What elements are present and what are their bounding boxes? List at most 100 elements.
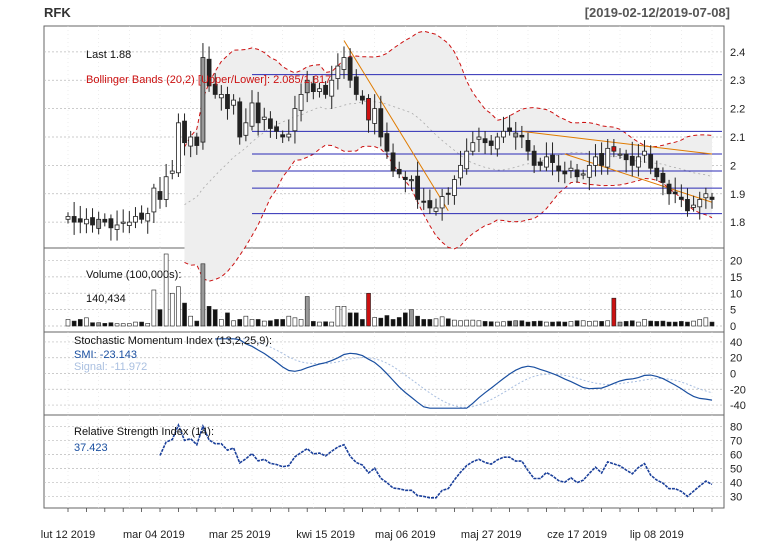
candle-body [378,108,384,138]
volume-bar [531,321,537,327]
volume-bar [102,323,108,327]
candle-body [445,192,451,195]
volume-bar [439,316,445,327]
volume-value: 140,434 [86,293,126,305]
candle-body [243,122,249,136]
candle-body [108,218,114,229]
volume-bar [231,320,236,327]
volume-bar [685,321,690,327]
volume-bar [317,321,322,327]
volume-bar [488,321,494,327]
trend-line [521,130,713,155]
bollinger-bands [184,30,713,282]
volume-bar [96,322,101,327]
candle-body [145,213,151,222]
candle-body [433,207,439,212]
volume-bar [433,318,439,327]
volume-bar [470,319,476,327]
volume-bar [274,319,279,327]
volume-bar [593,320,598,327]
volume-bar [225,312,230,327]
candle-body [335,65,341,79]
candle-body [317,88,322,92]
volume-bar [127,323,132,327]
candle-body [697,199,703,208]
candle-body [439,196,445,209]
candle-body [384,133,390,152]
x-tick-label: cze 17 2019 [547,529,607,541]
candle-body [451,179,457,196]
candle-body [366,98,371,121]
candle-body [642,150,647,156]
candle-body [169,170,175,174]
volume-bar [194,320,200,327]
volume-bar [335,306,341,327]
volume-bar [292,317,298,327]
volume-tick-label: 10 [730,288,742,300]
candle-body [280,134,286,138]
candle-body [267,118,273,129]
candle-body [513,132,519,138]
volume-bar [709,321,715,327]
candle-body [574,169,580,178]
volume-bar [562,321,568,327]
x-tick-label: lip 08 2019 [630,529,684,541]
candle-body [151,187,157,213]
candle-body [568,167,574,171]
volume-bar [476,320,482,327]
candle-body [163,176,169,200]
volume-bar [176,286,181,327]
volume-bar [617,321,623,327]
x-tick-label: lut 12 2019 [41,529,95,541]
candle-body [139,212,145,220]
candle-body [494,136,500,150]
volume-bar [280,319,285,327]
x-tick-label: maj 06 2019 [375,529,436,541]
candle-body [660,172,666,183]
candle-body [347,57,353,81]
volume-bar [513,320,519,327]
rsi-line [159,422,713,499]
candle-body [102,218,108,223]
candle-body [654,167,660,178]
volume-bar [544,321,549,327]
candle-body [341,57,347,70]
candle-body [544,156,549,168]
volume-bar [71,320,77,327]
x-tick-label: kwi 15 2019 [296,529,355,541]
candle-body [329,79,335,97]
candle-body [206,58,212,87]
candle-body [114,224,120,230]
volume-bar [133,321,138,327]
price-tick-label: 2.2 [730,104,745,116]
candle-body [501,130,506,138]
x-tick-label: maj 27 2019 [461,529,522,541]
rsi-tick-label: 40 [730,477,742,489]
volume-bar [654,321,660,327]
volume-bar [452,319,457,327]
volume-bar [206,306,212,327]
candle-body [194,136,200,146]
candle-body [678,196,684,200]
candle-body [286,133,292,138]
volume-bar [623,321,629,327]
price-tick-label: 2.1 [730,132,745,144]
last-price-label: Last 1.88 [86,49,131,61]
candle-body [71,216,77,223]
volume-bar [691,320,696,327]
candle-body [562,170,568,175]
volume-bar [396,317,402,327]
candle-body [617,153,623,156]
bollinger-label: Bollinger Bands (20,2) [Upper/Lower]: 2.… [86,74,331,86]
x-tick-labels: lut 12 2019 mar 04 2019 mar 25 2019 kwi 15 … [41,508,713,541]
volume-bar [525,321,531,327]
candle-body [188,136,194,147]
volume-bar [390,319,396,327]
volume-bar [163,253,169,327]
volume-bar [445,318,451,327]
candle-body [274,126,279,132]
candle-body [390,152,396,172]
candle-body [120,221,126,224]
volume-bar [243,315,249,327]
candle-body [599,153,604,166]
